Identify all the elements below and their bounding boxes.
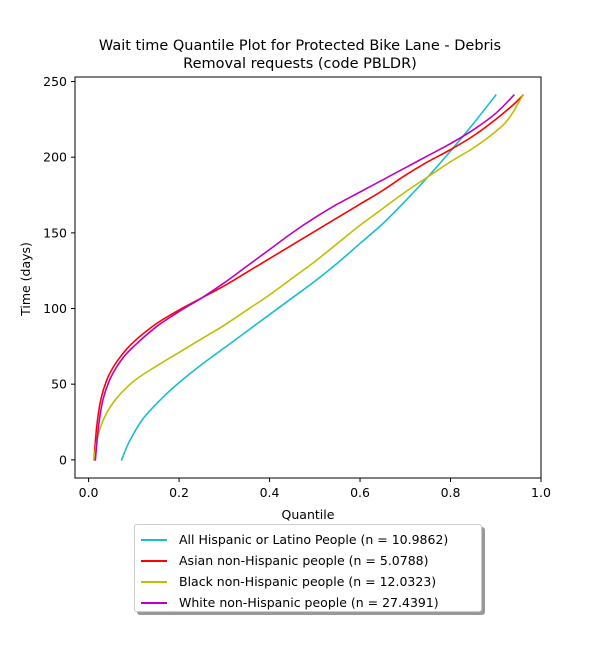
- legend-label-asian: Asian non-Hispanic people (n = 5.0788): [179, 553, 429, 568]
- series-line-1: [93, 94, 525, 461]
- x-tick-label: 0.8: [441, 485, 461, 500]
- x-tick-label: 0.4: [260, 485, 280, 500]
- legend-swatch-hispanic: [141, 538, 167, 541]
- series-line-2: [93, 94, 524, 461]
- legend-label-black: Black non-Hispanic people (n = 12.0323): [179, 574, 437, 589]
- ticks-layer: 0.0 0.2 0.4 0.6 0.8 1.0 0 50 100 150 200 250: [43, 74, 551, 500]
- y-tick-label: 250: [43, 74, 67, 89]
- legend-swatch-asian: [141, 559, 167, 562]
- plot-frame: [74, 76, 542, 479]
- x-tick-label: 0.2: [169, 485, 189, 500]
- legend-swatch-white: [141, 601, 167, 604]
- y-tick-label: 100: [43, 301, 67, 316]
- legend-entry-asian: Asian non-Hispanic people (n = 5.0788): [135, 550, 481, 571]
- x-tick-label: 0.0: [79, 485, 99, 500]
- y-tick-label: 200: [43, 150, 67, 165]
- y-tick-label: 150: [43, 225, 67, 240]
- chart-title-line-1: Wait time Quantile Plot for Protected Bi…: [98, 38, 502, 54]
- legend-swatch-black: [141, 580, 167, 583]
- y-tick-label: 50: [51, 377, 67, 392]
- x-tick-label: 0.6: [350, 485, 370, 500]
- legend-entry-hispanic: All Hispanic or Latino People (n = 10.98…: [135, 529, 481, 550]
- legend-label-hispanic: All Hispanic or Latino People (n = 10.98…: [179, 532, 449, 547]
- y-axis-label: Time (days): [18, 242, 33, 317]
- x-tick-label: 1.0: [531, 485, 551, 500]
- y-tick-label: 0: [59, 452, 67, 467]
- x-axis-label: Quantile: [282, 507, 335, 522]
- series-line-3: [94, 94, 515, 461]
- legend-label-white: White non-Hispanic people (n = 27.4391): [179, 595, 439, 610]
- series-layer: [93, 94, 525, 461]
- chart-title-line-2: Removal requests (code PBLDR): [183, 56, 417, 72]
- legend-entry-black: Black non-Hispanic people (n = 12.0323): [135, 571, 481, 592]
- legend: All Hispanic or Latino People (n = 10.98…: [134, 524, 482, 612]
- plot-area-border: [74, 76, 542, 479]
- legend-entry-white: White non-Hispanic people (n = 27.4391): [135, 592, 481, 613]
